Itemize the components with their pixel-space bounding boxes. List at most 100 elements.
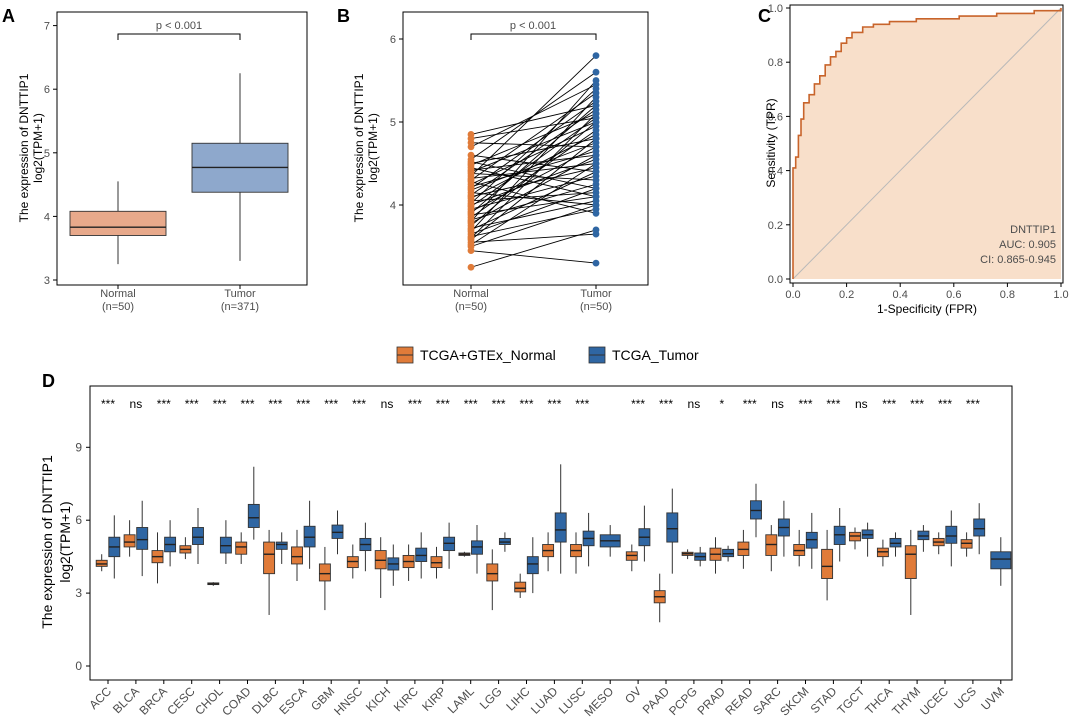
panel-d-label: D [42, 371, 55, 391]
tumor-point [592, 193, 600, 201]
category-label: KIRP [419, 684, 449, 714]
pair-line [470, 142, 597, 191]
pair-line [470, 233, 597, 243]
tumor-prad-box [722, 548, 735, 558]
panel-d-ytick-label: 3 [75, 586, 82, 600]
pair-line [470, 250, 597, 264]
significance-label: *** [464, 397, 478, 411]
normal-lgg-box [486, 563, 499, 582]
category-label: PAAD [640, 684, 673, 717]
pair-line [470, 96, 597, 232]
significance-label: *** [798, 397, 812, 411]
significance-label: *** [185, 397, 199, 411]
category-label: THYM [889, 684, 923, 718]
panel-c-legend-auc: AUC: 0.905 [999, 239, 1056, 251]
pair-line [470, 192, 597, 206]
panel-c-label: C [758, 6, 771, 26]
category-label: OV [622, 684, 644, 706]
panel-a-pvalue: p < 0.001 [156, 20, 202, 32]
category-label: PRAD [694, 684, 728, 718]
panel-c: C Sensitivity (TPR) 1-Specificity (FPR) … [758, 3, 1069, 316]
pair-line [470, 204, 597, 247]
panel-b-group-n-tumor: (n=50) [580, 301, 612, 313]
category-label: LGG [477, 684, 505, 712]
category-label: READ [722, 684, 756, 718]
panel-d-legend: TCGA+GTEx_Normal TCGA_Tumor [396, 346, 699, 364]
significance-label: ns [688, 397, 701, 411]
tumor-paad-box [666, 512, 679, 543]
panel-b-ytick-label: 6 [390, 34, 396, 46]
panel-b-pvalue-bracket [470, 33, 597, 40]
category-label: UCEC [917, 684, 951, 718]
significance-label: *** [659, 397, 673, 411]
pair-line [470, 113, 597, 166]
category-label: MESO [581, 684, 616, 719]
category-label: CESC [164, 684, 198, 718]
significance-label: *** [101, 397, 115, 411]
pair-line [470, 161, 597, 189]
pair-line [470, 92, 597, 181]
tumor-ucec-box [945, 525, 958, 544]
panel-d-ytick-label: 0 [75, 659, 82, 673]
panel-c-marks: 0.0 0.2 0.4 0.6 0.8 1.0 0.0 0.2 0.4 0.6 0.8 1.0 [768, 3, 1069, 301]
panel-c-ytick-label: 0.6 [768, 111, 783, 123]
pair-line [470, 104, 597, 135]
panel-b-ylabel-2: log2(TPM+1) [366, 113, 380, 183]
panel-b-pvalue: p < 0.001 [510, 20, 556, 32]
category-label: SKCM [777, 684, 811, 718]
panel-a-ytick-label: 5 [44, 148, 50, 160]
panel-d-marks: 0369ACC***BLCAnsBRCA***CESC***CHOL***COA… [75, 397, 1012, 719]
category-label: LUAD [528, 684, 561, 717]
category-label: BRCA [136, 684, 169, 717]
normal-lihc-box [514, 581, 527, 593]
panel-a-ytick-label: 6 [44, 84, 50, 96]
significance-label: *** [492, 397, 506, 411]
pair-line [470, 187, 597, 235]
panel-b-group-label-normal: Normal [453, 288, 488, 300]
category-label: LIHC [503, 684, 532, 713]
pair-line [470, 84, 597, 148]
panel-d-ylabel-1: The expression of DNTTIP1 [39, 455, 55, 629]
panel-d-ylabel-2: log2(TPM+1) [57, 501, 73, 582]
pair-line [470, 150, 597, 188]
panel-c-ylabel: Sensitivity (TPR) [764, 98, 778, 187]
normal-point [467, 131, 475, 138]
pair-line [470, 208, 597, 237]
panel-a-group-label-normal: Normal [100, 288, 135, 300]
pair-line [470, 142, 597, 148]
normal-gbm-box [318, 563, 331, 582]
tumor-point [592, 81, 600, 89]
panel-d-frame [89, 385, 1013, 681]
significance-label: *** [938, 397, 952, 411]
pair-line [470, 196, 597, 216]
panel-b-label: B [337, 6, 350, 26]
significance-label: *** [268, 397, 282, 411]
normal-esca-box [291, 546, 303, 565]
panel-a-ytick-label: 7 [44, 21, 50, 33]
tumor-uvm-box [990, 551, 1012, 570]
category-label: BLCA [110, 684, 142, 716]
significance-label: *** [324, 397, 338, 411]
panel-b-group-label-tumor: Tumor [580, 288, 612, 300]
pair-line [470, 183, 597, 221]
panel-a-marks: 3 4 5 6 7 [44, 21, 289, 289]
category-label: DLBC [249, 684, 282, 717]
category-label: UCS [951, 684, 979, 712]
category-label: CHOL [192, 684, 226, 718]
tumor-coad-box [247, 503, 260, 528]
normal-blca-box [123, 534, 136, 548]
pair-line [470, 163, 597, 246]
panel-c-xtick-label: 0.8 [1000, 289, 1015, 301]
significance-label: *** [743, 397, 757, 411]
panel-a-group-n-tumor: (n=371) [221, 301, 259, 313]
tumor-dlbc-box [275, 541, 288, 550]
significance-label: * [719, 397, 724, 411]
panel-b: B The expression of DNTTIP1 log2(TPM+1) … [337, 6, 649, 313]
panel-b-marks: 4 5 6 [390, 34, 600, 289]
significance-label: *** [631, 397, 645, 411]
panel-c-legend-ci: CI: 0.865-0.945 [980, 254, 1056, 266]
panel-a-group-label-tumor: Tumor [224, 288, 256, 300]
significance-label: *** [910, 397, 924, 411]
roc-diagonal [792, 7, 1062, 280]
panel-c-frame [789, 4, 1064, 284]
